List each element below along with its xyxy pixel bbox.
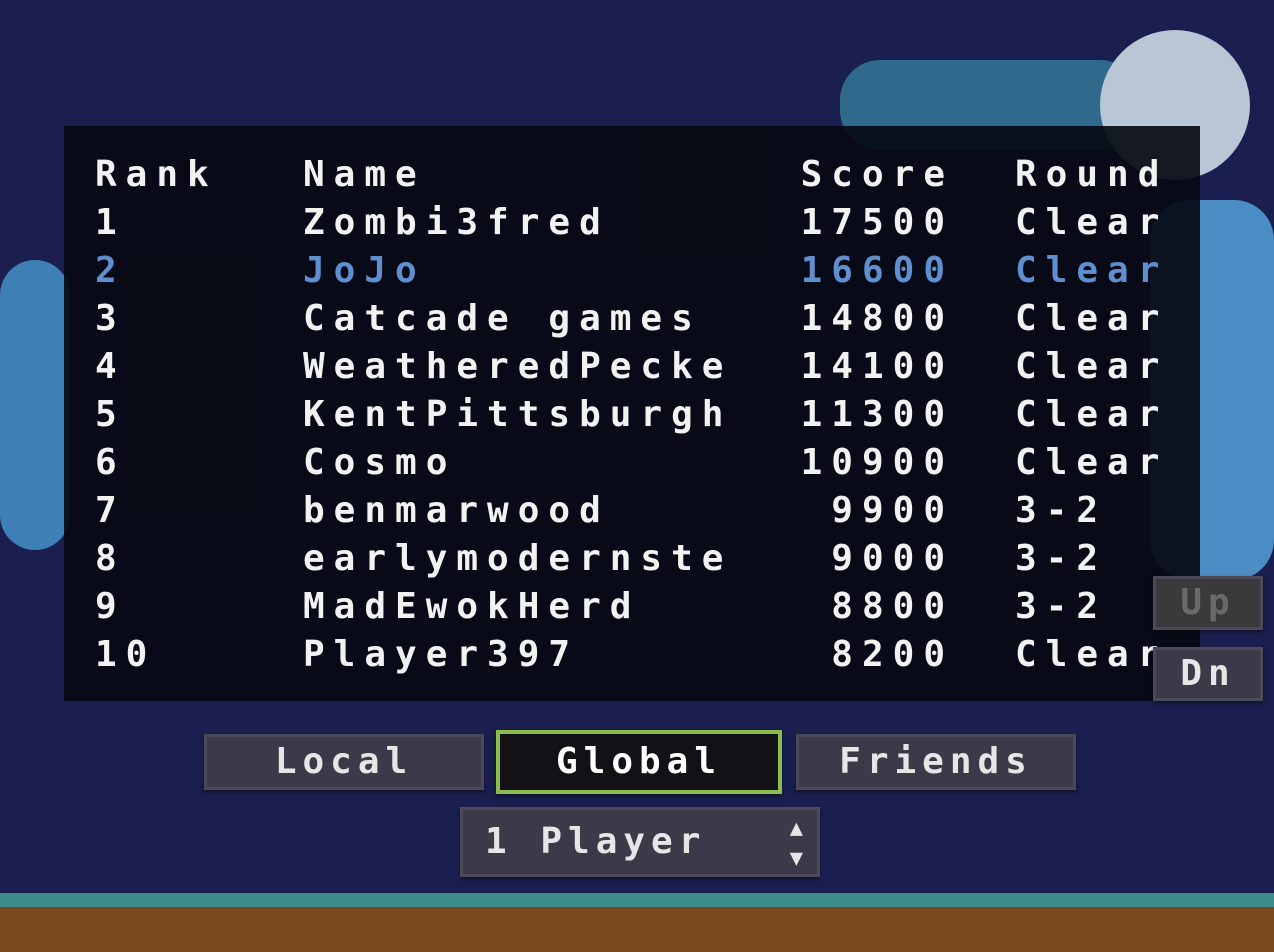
cell-rank: 2 [95,250,126,291]
cell-rank: 5 [95,394,126,435]
tab-friends[interactable]: Friends [796,734,1076,790]
cell-name: Zombi3fred [303,202,610,243]
tab-global[interactable]: Global [496,730,782,794]
cell-rank: 1 [95,202,126,243]
cell-name: Catcade games [303,298,702,339]
cell-rank: 7 [95,490,126,531]
cell-rank: 10 [95,634,157,675]
cell-round: Clear [1015,202,1169,243]
cell-score: 8800 [831,586,954,627]
cell-round: Clear [1015,346,1169,387]
cell-round: 3-2 [1015,490,1108,531]
cloud [0,260,70,550]
cell-rank: 4 [95,346,126,387]
cell-name: benmarwood [303,490,610,531]
cell-score: 9900 [831,490,954,531]
cell-round: Clear [1015,250,1169,291]
cell-round: 3-2 [1015,586,1108,627]
header-score: Score [800,154,954,195]
cell-round: Clear [1015,298,1169,339]
cell-name: JoJo [303,250,426,291]
cell-name: KentPittsburgh [303,394,733,435]
cell-name: Cosmo [303,442,457,483]
cell-rank: 3 [95,298,126,339]
up-down-arrows-icon: ▲ ▼ [789,816,803,871]
header-rank: Rank [95,154,218,195]
cell-name: WeatheredPecke [303,346,733,387]
cell-rank: 6 [95,442,126,483]
cell-score: 17500 [800,202,954,243]
leaderboard-panel: Rank Name Score Round 1 Zombi3fred 17500 Cl… [64,126,1200,701]
cell-name: MadEwokHerd [303,586,641,627]
player-select[interactable]: 1 Player ▲ ▼ [460,807,820,877]
cell-score: 14100 [800,346,954,387]
scroll-up-button[interactable]: Up [1153,576,1263,630]
cell-score: 9000 [831,538,954,579]
cell-round: 3-2 [1015,538,1108,579]
cell-round: Clear [1015,634,1169,675]
ground-grass [0,893,1274,907]
cell-score: 16600 [800,250,954,291]
cell-score: 8200 [831,634,954,675]
cell-score: 11300 [800,394,954,435]
player-select-value: 1 Player [485,821,707,862]
scroll-down-button[interactable]: Dn [1153,647,1263,701]
tab-local[interactable]: Local [204,734,484,790]
cell-rank: 8 [95,538,126,579]
cell-round: Clear [1015,442,1169,483]
header-round: Round [1015,154,1169,195]
header-name: Name [303,154,426,195]
cell-rank: 9 [95,586,126,627]
cell-score: 10900 [800,442,954,483]
cell-name: Player397 [303,634,580,675]
cell-score: 14800 [800,298,954,339]
cell-round: Clear [1015,394,1169,435]
ground [0,907,1274,952]
cell-name: earlymodernste [303,538,733,579]
